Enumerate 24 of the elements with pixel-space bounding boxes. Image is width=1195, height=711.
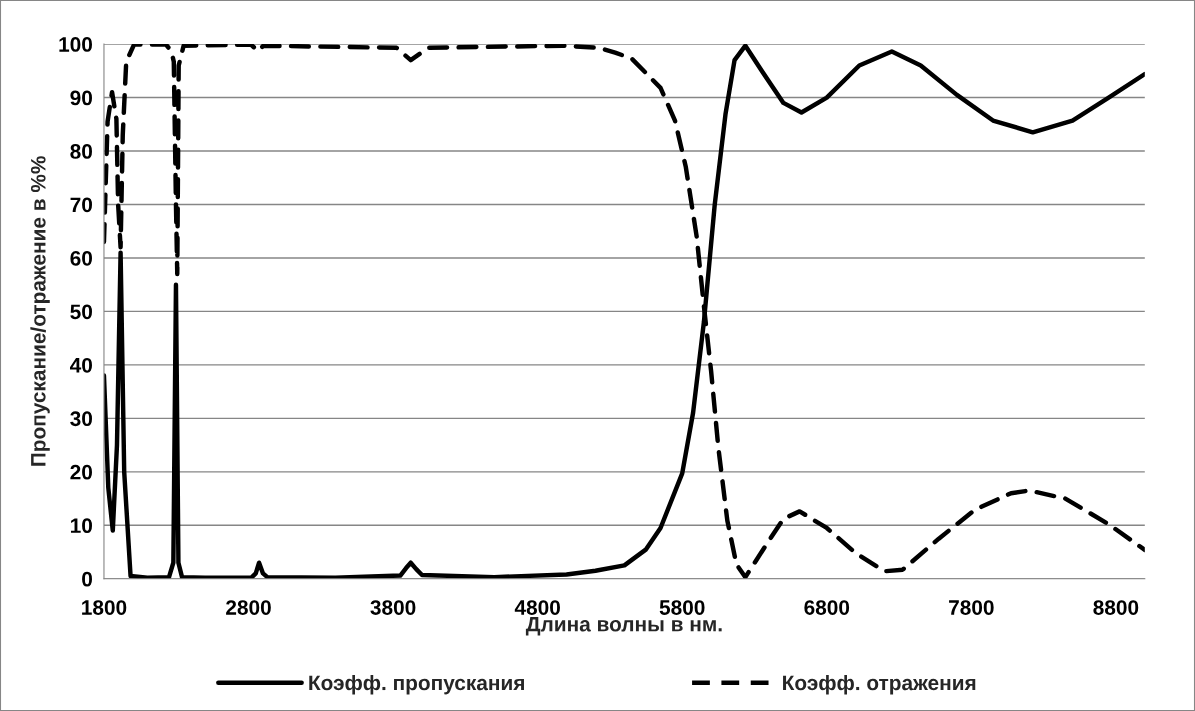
y-tick-label: 40 (70, 357, 92, 373)
y-tick-label: 100 (59, 37, 92, 52)
y-tick-label: 30 (70, 411, 92, 427)
x-tick-label: 2800 (226, 600, 271, 615)
x-tick-label: 4800 (514, 600, 560, 615)
x-tick-label: 3800 (370, 600, 416, 615)
legend-label: Коэфф. отражения (783, 674, 976, 695)
y-tick-label: 10 (71, 518, 92, 534)
y-tick-label: 70 (70, 197, 92, 213)
y-tick-label: 0 (82, 571, 92, 587)
x-tick-label: 8800 (1093, 600, 1139, 615)
y-tick-label: 80 (70, 144, 92, 159)
y-tick-label: 60 (70, 250, 92, 266)
x-axis-title: Длина волны в нм. (525, 617, 722, 636)
y-axis-title: Пропускание/отражение в %% (30, 156, 50, 466)
line-series (103, 44, 1145, 579)
x-tick-label: 5800 (659, 600, 705, 615)
legend-label: Коэфф. пропускания (309, 674, 524, 695)
y-tick-label: 20 (70, 464, 92, 480)
x-tick-label: 1800 (82, 600, 127, 615)
y-tick-label: 50 (70, 304, 92, 320)
y-tick-label: 90 (70, 90, 92, 106)
x-tick-label: 7800 (949, 600, 994, 615)
x-tick-label: 6800 (804, 600, 850, 615)
